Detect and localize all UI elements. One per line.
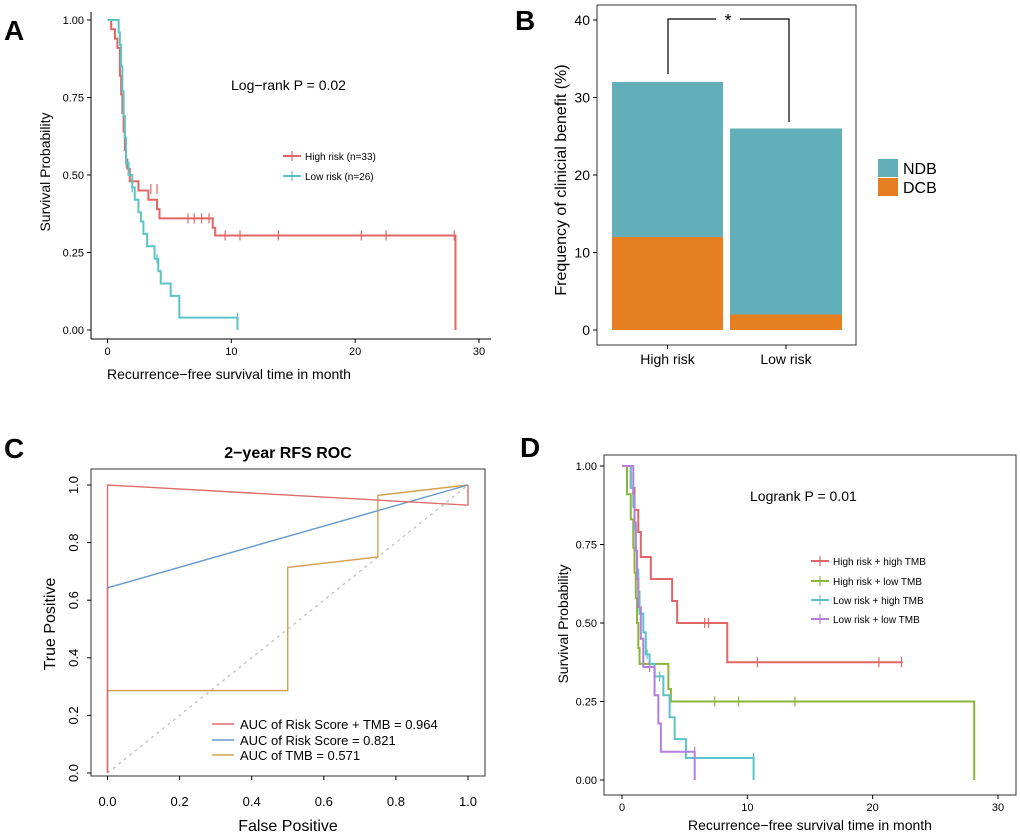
panel-c-ytick-label: 0.8 [66, 534, 81, 552]
panel-d-series-3-line [622, 465, 696, 780]
panel-b-significance: * [724, 11, 731, 31]
panel-a-ytick-label: 0.50 [63, 170, 84, 182]
legend-label-low-risk: Low risk (n=26) [305, 172, 374, 183]
panel-d-km-plot: Logrank P = 0.01 Recurrence−free surviva… [555, 454, 1017, 833]
panel-a-ytick-label: 1.00 [63, 15, 84, 27]
panel-a-ytick-label: 0.00 [63, 325, 84, 337]
panel-d-xtick-label: 30 [992, 802, 1004, 814]
panel-b-ylabel: Frequency of clinicial benefit (%) [553, 64, 570, 295]
legend-label-lr-lt: Low risk + low TMB [833, 615, 920, 626]
panel-d-ytick-label: 0.50 [576, 618, 597, 630]
panel-a-logrank: Log−rank P = 0.02 [231, 77, 346, 93]
legend-label-high-risk: High risk (n=33) [305, 152, 376, 163]
panel-c-roc-curve-0 [106, 484, 469, 773]
legend-label-risk-tmb: AUC of Risk Score + TMB = 0.964 [240, 717, 438, 732]
bar-ndb-0 [612, 82, 723, 237]
panel-c-ytick-label: 1.0 [66, 476, 81, 494]
panel-b-category-label: Low risk [760, 351, 812, 367]
panel-d-xtick-label: 20 [867, 802, 879, 814]
bar-dcb-1 [730, 314, 842, 330]
panel-a-xtick-label: 0 [104, 346, 110, 358]
panel-d-series-1-line [622, 465, 976, 780]
legend-label-ndb: NDB [903, 161, 937, 178]
panel-label-d: D [520, 432, 540, 463]
legend-label-hr-lt: High risk + low TMB [833, 577, 922, 588]
panel-c-ytick-label: 0.6 [66, 591, 81, 609]
panel-label-c: C [4, 433, 24, 464]
panel-c-ylabel: True Positive [42, 578, 59, 671]
legend-label-dcb: DCB [903, 180, 937, 197]
panel-c-xlabel: False Positive [238, 818, 338, 835]
panel-a-ylabel: Survival Probability [37, 112, 53, 231]
panel-b-ytick-label: 0 [582, 322, 590, 338]
panel-a-series-0-line [107, 19, 457, 330]
panel-d-logrank: Logrank P = 0.01 [750, 488, 857, 504]
panel-a-xtick-label: 10 [225, 346, 237, 358]
panel-c-xtick-label: 1.0 [459, 794, 477, 809]
panel-c-ytick-label: 0.2 [66, 706, 81, 724]
significance-bracket [667, 18, 790, 122]
panel-b-stacked-bar: Frequency of clinicial benefit (%) * NDB… [553, 4, 937, 367]
panel-d-xtick-label: 0 [619, 802, 625, 814]
panel-a-xtick-label: 30 [473, 346, 485, 358]
panel-a-legend: High risk (n=33) Low risk (n=26) [283, 151, 376, 183]
panel-c-roc: 2−year RFS ROC False Positive True Posit… [42, 445, 486, 835]
panel-d-ytick-label: 1.00 [576, 461, 597, 473]
panel-d-ytick-label: 0.75 [576, 540, 597, 552]
panel-d-ytick-label: 0.25 [576, 697, 597, 709]
bar-ndb-1 [730, 128, 842, 315]
panel-c-xtick-label: 0.8 [387, 794, 405, 809]
panel-c-legend: AUC of Risk Score + TMB = 0.964 AUC of R… [212, 717, 438, 763]
panel-b-legend: NDB DCB [878, 159, 937, 197]
legend-swatch-ndb [878, 159, 898, 177]
panel-a-ytick-label: 0.25 [63, 248, 84, 260]
panel-b-ytick-label: 20 [574, 167, 590, 183]
panel-c-title: 2−year RFS ROC [224, 445, 352, 462]
panel-d-frame [603, 454, 1017, 796]
panel-b-category-label: High risk [640, 351, 695, 367]
legend-label-hr-ht: High risk + high TMB [833, 557, 926, 568]
panel-b-ytick-label: 30 [574, 90, 590, 106]
legend-label-lr-ht: Low risk + high TMB [833, 596, 924, 607]
panel-c-xtick-label: 0.2 [171, 794, 189, 809]
bar-dcb-0 [612, 237, 723, 330]
panel-d-xtick-label: 10 [741, 802, 753, 814]
panel-a-series-1-line [107, 19, 239, 330]
legend-label-tmb: AUC of TMB = 0.571 [240, 748, 360, 763]
panel-d-xlabel: Recurrence−free survival time in month [688, 817, 932, 833]
panel-c-frame [90, 468, 486, 777]
panel-a-ytick-label: 0.75 [63, 93, 84, 105]
panel-c-xtick-label: 0.6 [315, 794, 333, 809]
panel-c-xtick-label: 0.0 [98, 794, 116, 809]
panel-c-ytick-label: 0.4 [66, 649, 81, 667]
panel-d-legend: High risk + high TMB High risk + low TMB… [811, 556, 926, 626]
legend-swatch-dcb [878, 178, 898, 196]
panel-a-km-plot: Log−rank P = 0.02 Recurrence−free surviv… [37, 12, 491, 382]
panel-d-ytick-label: 0.00 [576, 775, 597, 787]
panel-c-ytick-label: 0.0 [66, 764, 81, 782]
panel-label-a: A [4, 15, 24, 46]
panel-c-xtick-label: 0.4 [243, 794, 261, 809]
panel-label-b: B [515, 5, 535, 36]
panel-b-ytick-label: 10 [574, 245, 590, 261]
panel-d-ylabel: Survival Probability [555, 564, 571, 683]
panel-b-ytick-label: 40 [574, 12, 590, 28]
panel-a-xlabel: Recurrence−free survival time in month [107, 366, 351, 382]
legend-label-risk: AUC of Risk Score = 0.821 [240, 733, 396, 748]
panel-a-xtick-label: 20 [349, 346, 361, 358]
